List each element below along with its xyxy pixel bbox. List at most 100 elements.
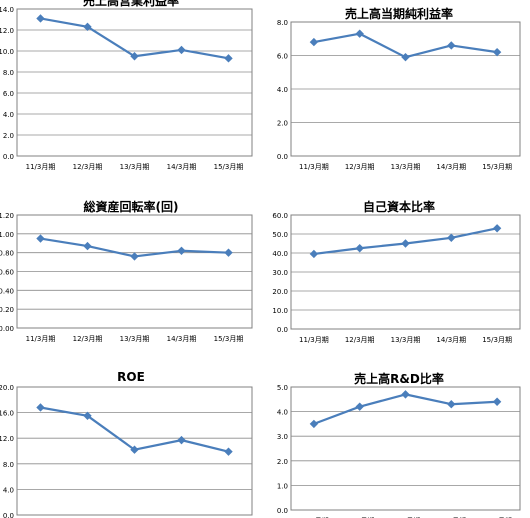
y-tick-label: 0.0 (277, 153, 288, 161)
data-point-marker (355, 402, 364, 411)
chart-svg: 0.0 2.0 4.0 6.0 8.0 10.0 12.0 14.0 11/3月期 12/3月期 1… (0, 6, 253, 171)
data-point-marker (309, 37, 319, 47)
y-tick-label: 20.0 (272, 288, 288, 296)
data-point-marker (224, 54, 233, 63)
chart-svg: 0.0 2.0 4.0 6.0 8.0 11/3月期 12/3月期 13/3月期 14/3月期 1… (277, 19, 521, 171)
y-tick-label: 50.0 (272, 231, 288, 239)
y-tick-label: 40.0 (272, 250, 288, 258)
data-point-marker (224, 447, 233, 456)
y-tick-label: 30.0 (272, 269, 288, 277)
chart-title: 総資産回転率(回) (83, 200, 179, 214)
chart-panel-6: 売上高R&D比率0.01.02.03.04.05.011/3月期12/3月期13… (268, 368, 530, 518)
x-tick-label: 15/3月期 (214, 335, 244, 343)
chart-svg: 0.0 10.0 20.0 30.0 40.0 50.0 60.0 11/3月期 12/3月期 1… (272, 212, 521, 344)
y-tick-label: 10.0 (0, 48, 14, 56)
plot-area (290, 386, 521, 511)
x-tick-label: 11/3月期 (299, 163, 329, 171)
chart-panel-1: 売上高営業利益率 0.0 2.0 4.0 6.0 8.0 10.0 12.0 14.0 11/3月… (0, 0, 262, 172)
chart-svg: 0.04.08.012.016.020.011/3月期12/3月期13/3月期1… (0, 384, 253, 518)
y-tick-label: 14.0 (0, 6, 14, 14)
y-tick-label: 1.20 (0, 212, 14, 220)
x-tick-label: 13/3月期 (391, 336, 421, 344)
plot-area (16, 8, 253, 157)
data-point-marker (130, 445, 139, 454)
data-point-marker (36, 403, 45, 412)
data-point-marker (36, 14, 45, 23)
x-tick-label: 12/3月期 (73, 335, 103, 343)
data-point-marker (401, 390, 410, 399)
data-point-marker (177, 435, 186, 445)
chart-title: 売上高営業利益率 (82, 0, 179, 8)
data-point-marker (130, 252, 139, 261)
x-tick-label: 11/3月期 (299, 336, 329, 344)
y-tick-label: 1.0 (277, 482, 288, 490)
chart-panel-2: 売上高当期純利益率 0.0 2.0 4.0 6.0 8.0 11/3月期 12/3月期 13/3… (268, 0, 530, 172)
x-tick-label: 15/3月期 (214, 163, 244, 171)
chart-title: 自己資本比率 (362, 200, 435, 214)
y-tick-label: 4.0 (3, 111, 14, 119)
chart-panel-5: ROE0.04.08.012.016.020.011/3月期12/3月期13/3… (0, 368, 262, 518)
y-tick-label: 0.00 (0, 325, 14, 333)
chart-svg: 0.01.02.03.04.05.011/3月期12/3月期13/3月期14/3… (277, 384, 521, 518)
data-point-marker (447, 400, 456, 409)
y-tick-label: 6.0 (3, 90, 14, 98)
x-tick-label: 14/3月期 (436, 163, 466, 171)
x-tick-label: 13/3月期 (391, 163, 421, 171)
x-tick-label: 12/3月期 (73, 163, 103, 171)
data-point-marker (83, 241, 92, 251)
x-tick-label: 12/3月期 (345, 336, 375, 344)
data-point-marker (492, 224, 502, 233)
data-point-marker (83, 411, 92, 420)
chart-title: 売上高当期純利益率 (344, 7, 453, 21)
y-tick-label: 0.20 (0, 306, 14, 314)
y-tick-label: 4.0 (3, 486, 14, 494)
data-point-marker (177, 45, 186, 55)
y-tick-label: 4.0 (277, 86, 288, 94)
x-tick-label: 14/3月期 (167, 335, 197, 343)
y-tick-label: 0.0 (277, 326, 288, 334)
chart-panel-3: 総資産回転率(回) 0.00 0.20 0.40 0.60 0.80 1.00 1.20 11/… (0, 195, 262, 345)
x-tick-label: 11/3月期 (26, 335, 56, 343)
x-tick-label: 14/3月期 (436, 336, 466, 344)
x-tick-label: 11/3月期 (26, 163, 56, 171)
y-tick-label: 1.00 (0, 231, 14, 239)
y-tick-label: 16.0 (0, 410, 14, 418)
data-point-marker (130, 52, 139, 61)
data-point-marker (447, 233, 456, 242)
y-tick-label: 8.0 (3, 69, 14, 77)
data-point-marker (355, 29, 364, 38)
y-tick-label: 12.0 (0, 435, 14, 443)
y-tick-label: 0.40 (0, 287, 14, 295)
data-point-marker (36, 234, 45, 243)
y-tick-label: 10.0 (272, 307, 288, 315)
y-tick-label: 0.0 (277, 507, 288, 515)
data-point-marker (355, 244, 364, 253)
x-tick-label: 13/3月期 (120, 163, 150, 171)
data-point-marker (224, 248, 233, 257)
y-tick-label: 6.0 (277, 53, 288, 61)
data-point-marker (309, 419, 319, 429)
chart-title: ROE (117, 370, 145, 384)
y-tick-label: 12.0 (0, 27, 14, 35)
y-tick-label: 60.0 (272, 212, 288, 220)
data-point-marker (492, 47, 502, 57)
data-point-marker (309, 249, 319, 259)
y-tick-label: 8.0 (3, 461, 14, 469)
data-point-marker (83, 22, 92, 32)
data-point-marker (177, 246, 186, 255)
y-tick-label: 0.60 (0, 269, 14, 277)
y-tick-label: 0.0 (3, 512, 14, 518)
data-point-marker (492, 397, 502, 406)
y-tick-label: 2.0 (277, 458, 288, 466)
x-tick-label: 15/3月期 (482, 163, 512, 171)
x-tick-label: 12/3月期 (345, 163, 375, 171)
y-tick-label: 0.0 (3, 153, 14, 161)
x-tick-label: 15/3月期 (482, 336, 512, 344)
y-tick-label: 20.0 (0, 384, 14, 392)
data-point-marker (447, 41, 456, 50)
data-point-marker (401, 239, 410, 248)
y-tick-label: 2.0 (3, 132, 14, 140)
y-tick-label: 8.0 (277, 19, 288, 27)
data-point-marker (401, 52, 410, 62)
